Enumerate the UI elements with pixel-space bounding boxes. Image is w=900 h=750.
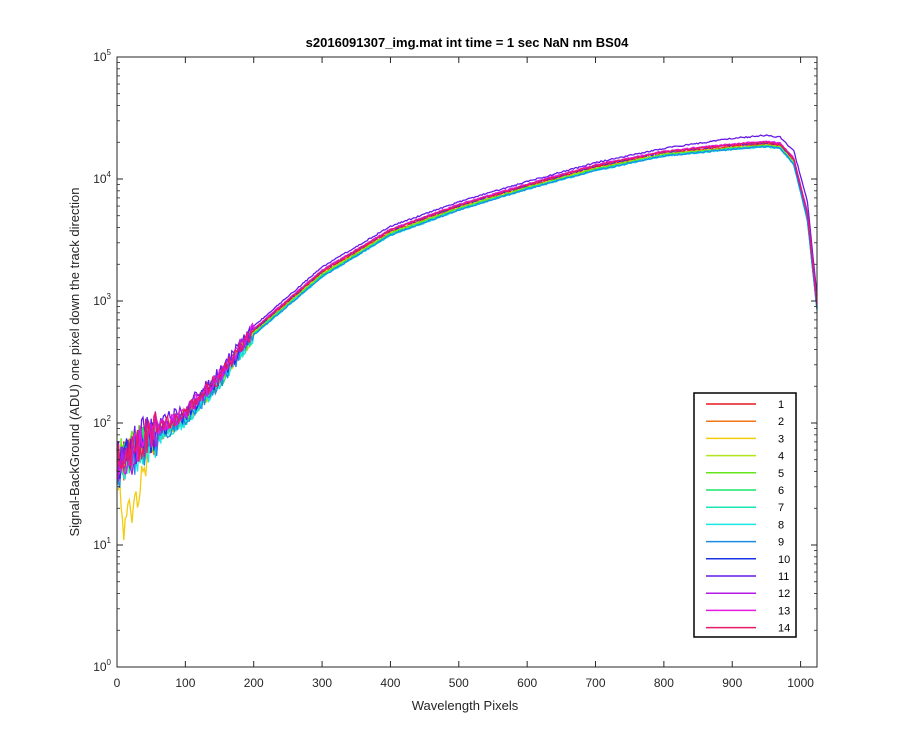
y-tick-label: 103 — [93, 292, 111, 308]
legend-label-10: 10 — [778, 554, 790, 566]
y-axis-label: Signal-BackGround (ADU) one pixel down t… — [67, 187, 82, 536]
chart-title: s2016091307_img.mat int time = 1 sec NaN… — [306, 35, 629, 50]
legend-label-3: 3 — [778, 433, 784, 445]
legend-label-4: 4 — [778, 451, 784, 463]
series-layer — [116, 134, 818, 541]
y-tick-label: 104 — [93, 170, 111, 186]
series-line-14 — [116, 140, 818, 472]
x-tick-label: 900 — [722, 676, 742, 690]
legend-label-8: 8 — [778, 519, 784, 531]
x-tick-label: 300 — [312, 676, 332, 690]
axis-ticks: 0 100 200 300 400 500 600 700 800 900 100010010110… — [93, 48, 817, 690]
legend-label-11: 11 — [778, 571, 789, 583]
x-tick-label: 500 — [449, 676, 469, 690]
legend-label-9: 9 — [778, 537, 784, 549]
legend-label-14: 14 — [778, 623, 790, 635]
legend-box — [693, 392, 797, 638]
x-axis-label: Wavelength Pixels — [412, 698, 519, 713]
y-tick-label: 101 — [93, 536, 111, 552]
legend-label-5: 5 — [778, 468, 784, 480]
legend-label-6: 6 — [778, 485, 784, 497]
y-tick-label: 100 — [93, 658, 111, 674]
x-tick-label: 200 — [244, 676, 264, 690]
x-tick-label: 0 — [114, 676, 121, 690]
legend-label-7: 7 — [778, 502, 784, 514]
y-tick-label: 105 — [93, 48, 111, 64]
legend-label-2: 2 — [778, 416, 784, 428]
y-tick-label: 102 — [93, 414, 111, 430]
legend-label-12: 12 — [778, 588, 790, 600]
legend-label-1: 1 — [778, 399, 784, 411]
plot-area-frame — [116, 56, 818, 668]
x-tick-label: 1000 — [787, 676, 814, 690]
x-tick-label: 600 — [517, 676, 537, 690]
legend-label-13: 13 — [778, 605, 790, 617]
x-tick-label: 100 — [175, 676, 195, 690]
x-tick-label: 700 — [586, 676, 606, 690]
x-tick-label: 800 — [654, 676, 674, 690]
x-tick-label: 400 — [380, 676, 400, 690]
